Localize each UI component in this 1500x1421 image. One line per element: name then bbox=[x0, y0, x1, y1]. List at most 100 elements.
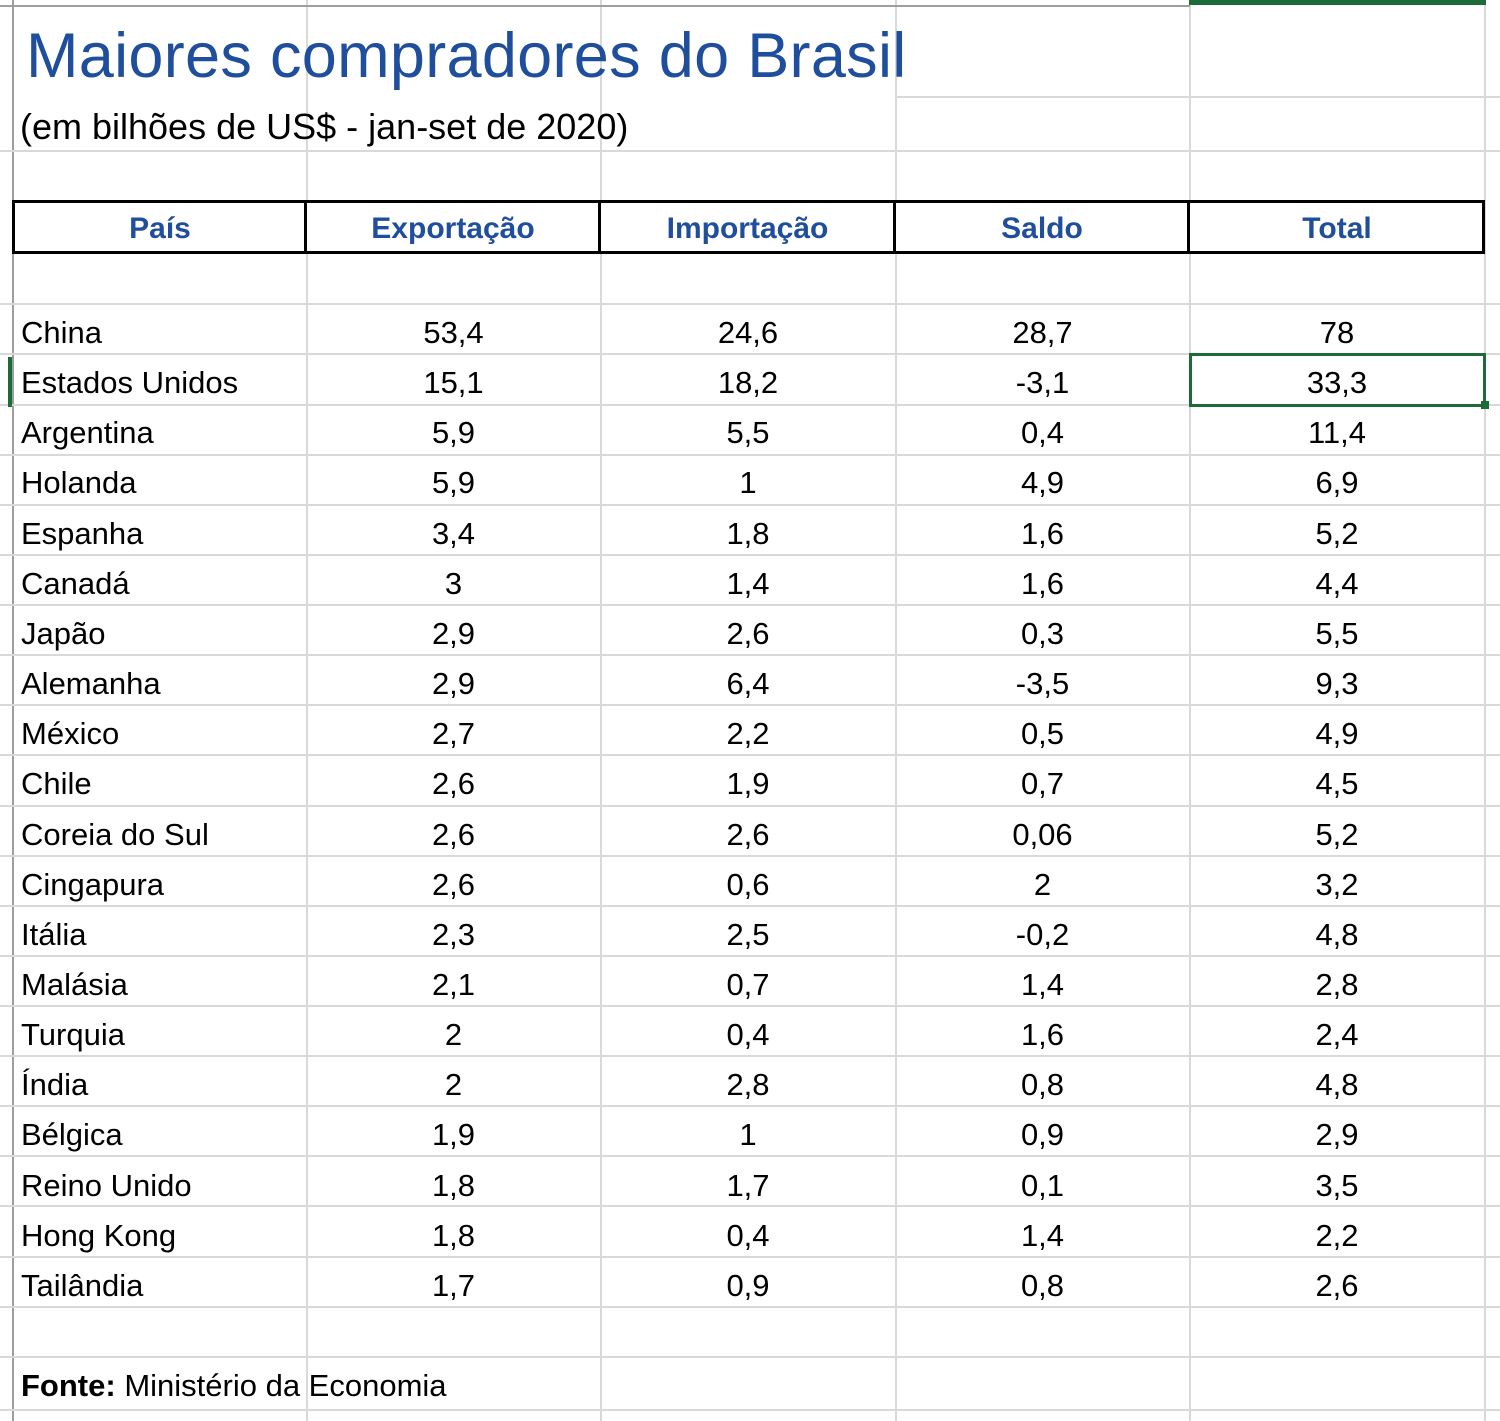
cell-total[interactable]: 6,9 bbox=[1315, 465, 1359, 501]
cell-pais[interactable]: Holanda bbox=[21, 465, 137, 501]
cell-exportacao[interactable]: 5,9 bbox=[431, 415, 476, 451]
cell-pais[interactable]: Reino Unido bbox=[21, 1167, 192, 1203]
cell-pais[interactable]: Canadá bbox=[21, 565, 130, 601]
fill-handle[interactable] bbox=[1481, 401, 1489, 409]
column-header-total[interactable]: Total bbox=[1302, 212, 1372, 245]
cell-pais[interactable]: Chile bbox=[21, 766, 92, 802]
cell-exportacao[interactable]: 3,4 bbox=[431, 515, 476, 551]
cell-saldo[interactable]: 0,8 bbox=[1020, 1067, 1065, 1103]
cell-saldo[interactable]: 1,4 bbox=[1020, 1217, 1065, 1253]
cell-exportacao[interactable]: 1,9 bbox=[431, 1117, 476, 1153]
cell-importacao[interactable]: 1,4 bbox=[726, 565, 770, 601]
cell-saldo[interactable]: -3,1 bbox=[1015, 365, 1070, 401]
cell-pais[interactable]: Estados Unidos bbox=[21, 365, 239, 401]
cell-total[interactable]: 5,2 bbox=[1315, 816, 1359, 852]
cell-saldo[interactable]: 0,4 bbox=[1020, 415, 1065, 451]
column-header-saldo[interactable]: Saldo bbox=[1001, 212, 1083, 245]
cell-saldo[interactable]: 1,6 bbox=[1020, 515, 1065, 551]
cell-importacao[interactable]: 0,9 bbox=[726, 1267, 770, 1303]
cell-saldo[interactable]: -3,5 bbox=[1015, 666, 1070, 702]
cell-pais[interactable]: Índia bbox=[21, 1067, 89, 1103]
cell-exportacao[interactable]: 2,3 bbox=[431, 916, 476, 952]
cell-exportacao[interactable]: 2,6 bbox=[431, 866, 476, 902]
cell-importacao[interactable]: 0,6 bbox=[726, 866, 770, 902]
cell-saldo[interactable]: 0,7 bbox=[1020, 766, 1065, 802]
cell-exportacao[interactable]: 2,6 bbox=[431, 816, 476, 852]
column-header-importacao[interactable]: Importação bbox=[666, 212, 829, 245]
cell-importacao[interactable]: 18,2 bbox=[717, 365, 779, 401]
cell-importacao[interactable]: 1,9 bbox=[726, 766, 770, 802]
cell-saldo[interactable]: 0,8 bbox=[1020, 1267, 1065, 1303]
cell-total[interactable]: 2,4 bbox=[1315, 1017, 1359, 1053]
cell-saldo[interactable]: 1,6 bbox=[1020, 565, 1065, 601]
cell-exportacao[interactable]: 3 bbox=[444, 565, 463, 601]
cell-importacao[interactable]: 0,4 bbox=[726, 1017, 770, 1053]
cell-pais[interactable]: Coreia do Sul bbox=[21, 816, 209, 852]
cell-saldo[interactable]: 0,5 bbox=[1020, 716, 1065, 752]
cell-importacao[interactable]: 0,4 bbox=[726, 1217, 770, 1253]
cell-total[interactable]: 9,3 bbox=[1315, 666, 1359, 702]
cell-exportacao[interactable]: 2 bbox=[444, 1067, 463, 1103]
cell-exportacao[interactable]: 1,8 bbox=[431, 1167, 476, 1203]
cell-saldo[interactable]: 0,9 bbox=[1020, 1117, 1065, 1153]
cell-exportacao[interactable]: 2,9 bbox=[431, 615, 476, 651]
cell-exportacao[interactable]: 5,9 bbox=[431, 465, 476, 501]
cell-exportacao[interactable]: 2 bbox=[444, 1017, 463, 1053]
cell-total[interactable]: 2,6 bbox=[1315, 1267, 1359, 1303]
cell-importacao[interactable]: 5,5 bbox=[726, 415, 770, 451]
cell-importacao[interactable]: 2,5 bbox=[726, 916, 770, 952]
cell-importacao[interactable]: 2,2 bbox=[726, 716, 770, 752]
cell-total[interactable]: 4,8 bbox=[1315, 1067, 1359, 1103]
cell-saldo[interactable]: -0,2 bbox=[1015, 916, 1070, 952]
cell-saldo[interactable]: 4,9 bbox=[1020, 465, 1065, 501]
cell-importacao[interactable]: 2,8 bbox=[726, 1067, 770, 1103]
cell-pais[interactable]: Espanha bbox=[21, 515, 144, 551]
column-header-pais[interactable]: País bbox=[129, 212, 191, 245]
cell-pais[interactable]: Turquia bbox=[21, 1017, 125, 1053]
cell-exportacao[interactable]: 2,6 bbox=[431, 766, 476, 802]
cell-saldo[interactable]: 2 bbox=[1033, 866, 1052, 902]
cell-pais[interactable]: Hong Kong bbox=[21, 1217, 177, 1253]
cell-total[interactable]: 33,3 bbox=[1306, 365, 1368, 401]
cell-total[interactable]: 4,9 bbox=[1315, 716, 1359, 752]
cell-total[interactable]: 78 bbox=[1319, 315, 1355, 350]
cell-pais[interactable]: China bbox=[21, 315, 102, 350]
cell-total[interactable]: 5,2 bbox=[1315, 515, 1359, 551]
cell-total[interactable]: 2,9 bbox=[1315, 1117, 1359, 1153]
cell-pais[interactable]: Alemanha bbox=[21, 666, 161, 702]
cell-pais[interactable]: Argentina bbox=[21, 415, 154, 451]
cell-importacao[interactable]: 1 bbox=[739, 465, 757, 501]
cell-importacao[interactable]: 1,8 bbox=[726, 515, 770, 551]
cell-saldo[interactable]: 0,1 bbox=[1020, 1167, 1065, 1203]
cell-exportacao[interactable]: 15,1 bbox=[423, 365, 484, 401]
cell-importacao[interactable]: 2,6 bbox=[726, 615, 770, 651]
cell-total[interactable]: 4,4 bbox=[1315, 565, 1359, 601]
cell-importacao[interactable]: 0,7 bbox=[726, 966, 770, 1002]
cell-pais[interactable]: México bbox=[21, 716, 120, 752]
cell-importacao[interactable]: 6,4 bbox=[726, 666, 770, 702]
cell-pais[interactable]: Malásia bbox=[21, 966, 128, 1002]
cell-saldo[interactable]: 0,06 bbox=[1012, 816, 1073, 852]
cell-saldo[interactable]: 1,4 bbox=[1020, 966, 1065, 1002]
cell-saldo[interactable]: 28,7 bbox=[1012, 315, 1073, 350]
cell-pais[interactable]: Bélgica bbox=[21, 1117, 123, 1153]
cell-importacao[interactable]: 24,6 bbox=[717, 315, 779, 350]
cell-saldo[interactable]: 1,6 bbox=[1020, 1017, 1065, 1053]
cell-exportacao[interactable]: 2,1 bbox=[431, 966, 476, 1002]
cell-importacao[interactable]: 1,7 bbox=[726, 1167, 770, 1203]
cell-pais[interactable]: Itália bbox=[21, 916, 87, 952]
cell-pais[interactable]: Cingapura bbox=[21, 866, 165, 902]
cell-total[interactable]: 5,5 bbox=[1315, 615, 1359, 651]
cell-total[interactable]: 2,8 bbox=[1315, 966, 1359, 1002]
cell-importacao[interactable]: 1 bbox=[739, 1117, 757, 1153]
cell-total[interactable]: 4,8 bbox=[1315, 916, 1359, 952]
cell-total[interactable]: 4,5 bbox=[1315, 766, 1359, 802]
cell-exportacao[interactable]: 2,7 bbox=[431, 716, 476, 752]
cell-total[interactable]: 11,4 bbox=[1307, 415, 1367, 451]
cell-pais[interactable]: Tailândia bbox=[21, 1267, 144, 1303]
cell-importacao[interactable]: 2,6 bbox=[726, 816, 770, 852]
cell-saldo[interactable]: 0,3 bbox=[1020, 615, 1065, 651]
cell-total[interactable]: 2,2 bbox=[1315, 1217, 1359, 1253]
column-header-exportacao[interactable]: Exportação bbox=[371, 212, 535, 245]
selected-cell[interactable] bbox=[1189, 353, 1486, 407]
